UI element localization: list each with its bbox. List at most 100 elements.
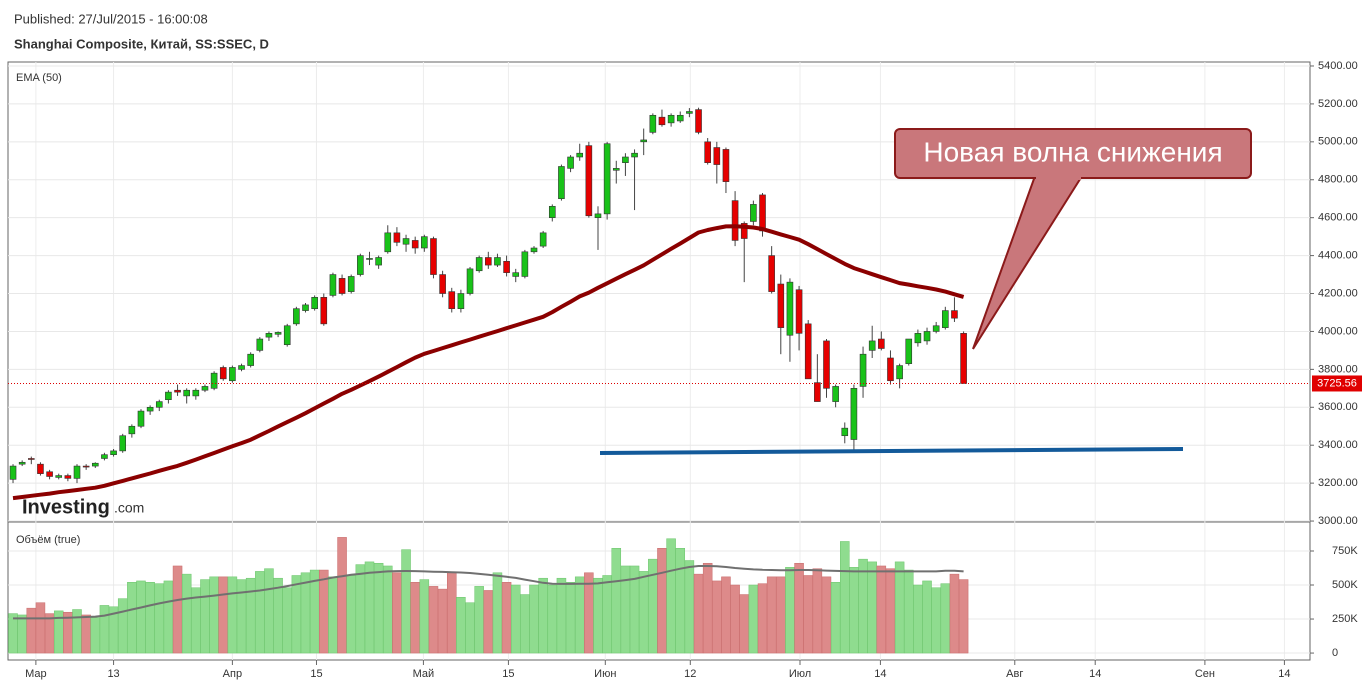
y-tick-label: 250K	[1332, 613, 1358, 625]
candle-body	[338, 278, 346, 294]
candle-body	[311, 297, 318, 309]
candle-body	[238, 365, 245, 370]
candle-body	[740, 223, 748, 239]
y-tick-label: 4800.00	[1318, 174, 1358, 186]
y-tick-label: 4600.00	[1318, 212, 1358, 224]
volume-bar	[136, 580, 146, 654]
volume-bar	[858, 558, 868, 654]
volume-bar	[931, 587, 941, 654]
volume-bar	[227, 576, 238, 654]
candle-body	[923, 331, 931, 342]
candle-body	[448, 291, 456, 309]
volume-bar	[163, 580, 174, 654]
volume-bar	[282, 587, 292, 654]
volume-bar	[273, 577, 283, 654]
volume-bar	[593, 577, 603, 654]
volume-title: Объём (true)	[16, 534, 80, 546]
volume-bar	[492, 572, 503, 654]
volume-bar	[602, 575, 612, 654]
last-price-box	[1312, 375, 1362, 392]
last-price-label: 3725.56	[1317, 377, 1357, 389]
ema-line	[12, 224, 965, 501]
candle-body	[155, 401, 163, 408]
volume-bar	[364, 561, 375, 654]
volume-bar	[245, 577, 256, 654]
volume-bar	[44, 613, 55, 654]
volume-bar	[812, 568, 823, 654]
callout-arrow	[972, 175, 1084, 350]
candle-body	[64, 475, 72, 479]
y-tick-label: 500K	[1332, 579, 1358, 591]
y-tick-label: 3800.00	[1318, 363, 1358, 375]
x-tick-label: 15	[310, 668, 322, 680]
candle-body	[960, 333, 967, 384]
volume-bar	[456, 597, 466, 654]
candle-body	[795, 289, 803, 334]
candle-body	[411, 240, 419, 249]
candle-body	[439, 274, 446, 294]
volume-bar	[520, 594, 530, 654]
candle-body	[146, 406, 154, 412]
symbol: Shanghai Composite, Китай, SS:SSEC, D	[14, 36, 269, 51]
y-tick-label: 3400.00	[1318, 439, 1358, 451]
candle-body	[567, 156, 574, 169]
volume-bar	[465, 602, 475, 654]
candle-body	[302, 304, 309, 311]
candle-body	[868, 340, 876, 351]
candle-body	[357, 255, 364, 275]
x-tick-label: 15	[502, 668, 514, 680]
candle-body	[750, 204, 757, 222]
volume-bar	[876, 565, 887, 654]
volume-bar	[154, 583, 165, 654]
x-tick-label: 14	[1089, 668, 1101, 680]
candle-body	[640, 139, 647, 143]
volume-bar	[730, 584, 740, 654]
annotation: Новая волна снижения	[923, 136, 1222, 167]
volume-bar	[255, 571, 265, 654]
candle-body	[704, 141, 711, 163]
candle-body	[658, 116, 666, 126]
volume-bar	[785, 567, 795, 654]
x-tick-label: 12	[684, 668, 696, 680]
volume-bar	[638, 571, 649, 654]
volume-bar	[328, 576, 338, 654]
volume-bar	[940, 583, 951, 654]
volume-bar	[264, 568, 274, 654]
candle-body	[695, 109, 702, 133]
candle-body	[18, 461, 26, 465]
candle-body	[183, 389, 190, 397]
candle-body	[558, 166, 565, 200]
volume-bar	[547, 584, 558, 654]
candle-body	[82, 465, 90, 468]
volume-bar	[830, 582, 841, 654]
volume-bar	[8, 613, 18, 654]
candle-body	[859, 353, 867, 387]
volume-bar	[757, 583, 768, 654]
volume-bar	[748, 584, 759, 654]
candle-body	[28, 458, 35, 460]
candle-body	[55, 475, 63, 478]
candle-body	[320, 297, 328, 325]
volume-bar	[821, 576, 832, 654]
callout-join	[1036, 170, 1081, 180]
volume-bar	[721, 576, 731, 654]
candle-body	[649, 114, 657, 133]
volume-bar	[291, 575, 302, 654]
y-tick-label: 5000.00	[1318, 136, 1358, 148]
x-tick-label: 13	[107, 668, 119, 680]
candle-body	[603, 143, 611, 215]
candle-body	[686, 111, 693, 114]
candle-body	[841, 427, 849, 437]
x-tick-label: 14	[874, 668, 886, 680]
volume-bar	[209, 576, 219, 654]
candle-body	[539, 232, 547, 247]
volume-bar	[200, 579, 210, 654]
candle-body	[46, 471, 53, 477]
y-tick-label: 3600.00	[1318, 401, 1358, 413]
candle-body	[174, 389, 181, 393]
frame	[7, 61, 1311, 661]
volume-bar	[958, 579, 969, 654]
candle-body	[457, 293, 465, 309]
volume-bar	[117, 598, 128, 654]
